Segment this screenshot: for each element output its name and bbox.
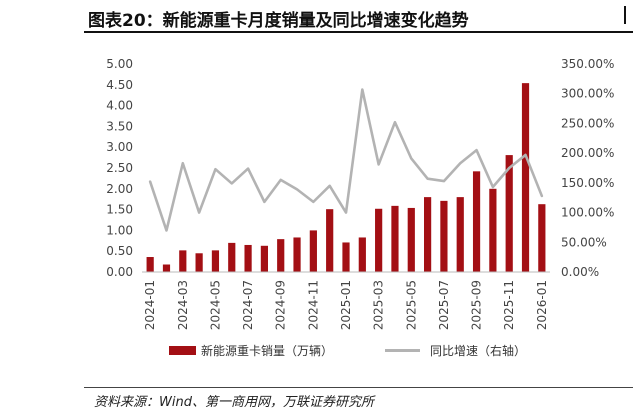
x-tick-label: 2025-05 bbox=[404, 280, 418, 330]
source-note: 资料来源：Wind、第一商用网，万联证券研究所 bbox=[94, 395, 374, 410]
source-divider bbox=[84, 387, 633, 388]
x-tick-label: 2024-07 bbox=[241, 280, 255, 330]
sales-bar bbox=[407, 207, 415, 272]
right-tick-label: 300.00% bbox=[561, 87, 614, 101]
sales-bars bbox=[146, 83, 546, 272]
x-tick-label: 2024-11 bbox=[306, 280, 320, 330]
growth-line bbox=[148, 88, 544, 232]
left-tick-label: 3.00 bbox=[106, 140, 133, 154]
sales-bar bbox=[342, 242, 350, 272]
x-tick-label: 2025-03 bbox=[372, 280, 386, 330]
x-tick-label: 2025-11 bbox=[502, 280, 516, 330]
left-tick-label: 2.00 bbox=[106, 182, 133, 196]
x-tick-label: 2024-05 bbox=[208, 280, 222, 330]
left-tick-label: 2.50 bbox=[106, 161, 133, 175]
combo-chart: 0.00 0.50 1.00 1.50 2.00 2.50 3.00 3.50 4.00 4.50… bbox=[106, 57, 614, 358]
sales-bar bbox=[538, 204, 546, 272]
x-tick-label: 2024-03 bbox=[176, 280, 190, 330]
sales-bar bbox=[456, 197, 464, 272]
sales-bar bbox=[358, 237, 366, 272]
legend-label-growth: 同比增速（右轴） bbox=[430, 343, 526, 358]
left-tick-label: 1.50 bbox=[106, 203, 133, 217]
left-tick-label: 1.00 bbox=[106, 223, 133, 237]
right-axis-ticks: 0.00% 50.00% 100.00% 150.00% 200.00% 250.00% 3… bbox=[561, 57, 614, 279]
sales-bar bbox=[489, 188, 497, 272]
left-tick-label: 5.00 bbox=[106, 57, 133, 71]
legend-label-sales: 新能源重卡销量（万辆） bbox=[201, 343, 333, 358]
chart-title: 图表20：新能源重卡月度销量及同比增速变化趋势 bbox=[88, 11, 469, 31]
sales-bar bbox=[244, 244, 252, 272]
left-tick-label: 3.50 bbox=[106, 119, 133, 133]
sales-bar bbox=[391, 205, 399, 272]
right-tick-label: 0.00% bbox=[561, 265, 599, 279]
sales-bar bbox=[326, 209, 334, 272]
growth-line-path bbox=[148, 88, 544, 232]
left-axis-ticks: 0.00 0.50 1.00 1.50 2.00 2.50 3.00 3.50 4.00 4.50… bbox=[106, 57, 133, 279]
x-tick-label: 2025-09 bbox=[470, 280, 484, 330]
sales-bar bbox=[179, 250, 187, 272]
sales-bar bbox=[375, 208, 383, 272]
right-tick-label: 150.00% bbox=[561, 176, 614, 190]
sales-bar bbox=[277, 239, 285, 272]
title-corner-mark bbox=[624, 6, 633, 24]
sales-bar bbox=[260, 245, 268, 272]
legend-swatch-sales bbox=[169, 346, 196, 355]
left-tick-label: 0.00 bbox=[106, 265, 133, 279]
right-tick-label: 100.00% bbox=[561, 206, 614, 220]
sales-bar bbox=[309, 230, 317, 272]
sales-bar bbox=[162, 264, 171, 272]
right-tick-label: 200.00% bbox=[561, 146, 614, 160]
left-tick-label: 4.50 bbox=[106, 78, 133, 92]
left-tick-label: 0.50 bbox=[106, 244, 133, 258]
sales-bar bbox=[521, 83, 530, 272]
sales-bar bbox=[228, 242, 236, 272]
right-tick-label: 350.00% bbox=[561, 57, 614, 71]
legend: 新能源重卡销量（万辆） 同比增速（右轴） bbox=[169, 343, 526, 358]
left-tick-label: 4.00 bbox=[106, 99, 133, 113]
sales-bar bbox=[472, 171, 481, 272]
sales-bar bbox=[195, 253, 203, 272]
x-tick-label: 2026-01 bbox=[535, 280, 549, 330]
sales-bar bbox=[424, 197, 432, 272]
x-tick-label: 2025-07 bbox=[437, 280, 451, 330]
x-tick-label: 2024-01 bbox=[143, 280, 157, 330]
right-tick-label: 250.00% bbox=[561, 116, 614, 130]
x-tick-label: 2025-01 bbox=[339, 280, 353, 330]
x-tick-label: 2024-09 bbox=[274, 280, 288, 330]
sales-bar bbox=[440, 200, 448, 272]
sales-bar bbox=[211, 250, 220, 272]
title-divider bbox=[84, 31, 633, 33]
sales-bar bbox=[505, 155, 513, 272]
sales-bar bbox=[146, 257, 154, 272]
sales-bar bbox=[293, 237, 301, 272]
x-axis-ticks: 2024-01 2024-03 2024-05 2024-07 2024-09 2024-… bbox=[143, 280, 549, 330]
right-tick-label: 50.00% bbox=[561, 235, 607, 249]
